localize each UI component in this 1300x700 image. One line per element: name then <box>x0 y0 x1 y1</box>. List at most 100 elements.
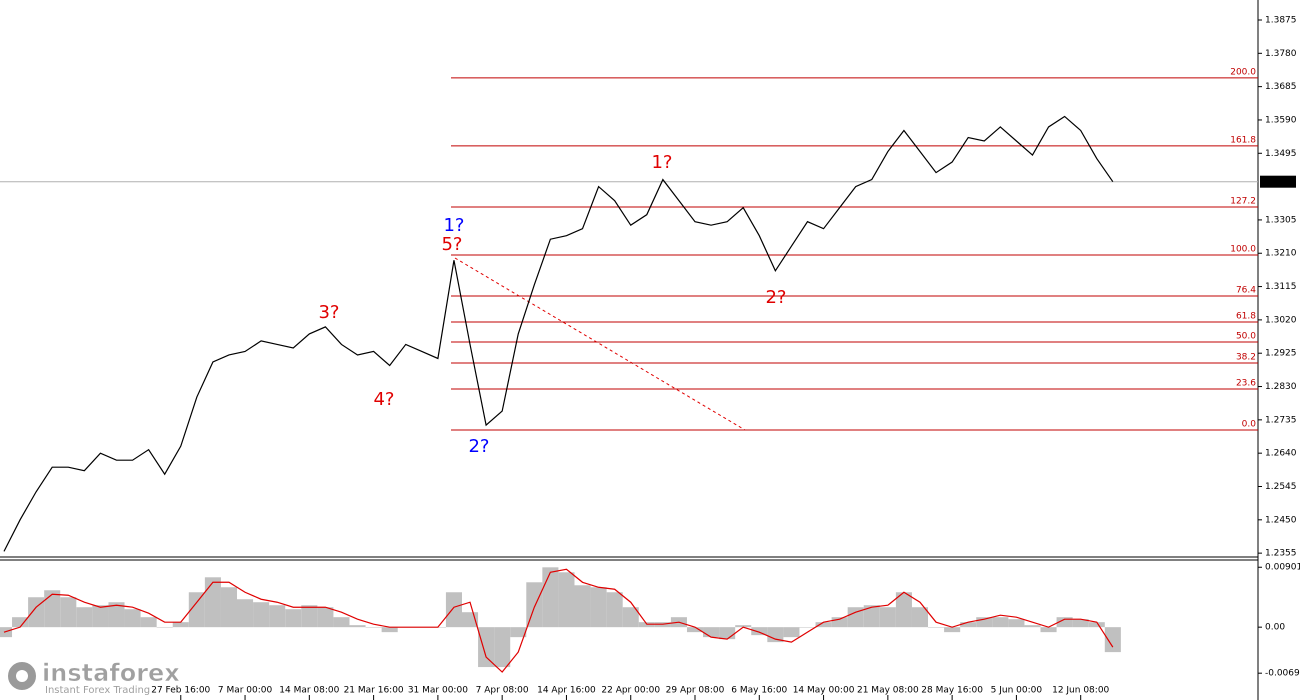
wave-label: 4? <box>373 389 394 410</box>
macd-bar <box>799 627 816 628</box>
macd-bar <box>526 582 543 628</box>
x-tick-label: 28 May 16:00 <box>921 686 983 696</box>
y-tick-label: 1.2450 <box>1265 515 1297 525</box>
wave-label: 1? <box>443 215 464 236</box>
macd-bar <box>767 627 784 643</box>
signal-line <box>3 568 1114 673</box>
macd-bar <box>445 592 462 628</box>
macd-bar <box>879 607 896 628</box>
macd-bar <box>590 587 607 628</box>
macd-bar <box>1056 617 1073 628</box>
macd-bar <box>976 617 993 628</box>
macd-bar <box>494 627 511 668</box>
x-tick-label: 21 May 08:00 <box>857 686 919 696</box>
x-tick-label: 14 Apr 16:00 <box>537 686 596 696</box>
fib-label: 127.2 <box>1230 196 1256 206</box>
x-tick-label: 7 Apr 08:00 <box>476 686 529 696</box>
current-price-label: 1.3414 <box>1263 177 1295 187</box>
macd-bar <box>478 627 495 668</box>
macd-bar <box>783 627 800 638</box>
macd-bar <box>1008 619 1025 628</box>
y-tick-label: 1.2735 <box>1265 415 1297 425</box>
x-tick-label: 14 Mar 08:00 <box>279 686 339 696</box>
macd-bar <box>992 617 1009 628</box>
y-tick-label: 1.3020 <box>1265 315 1297 325</box>
macd-bar <box>253 602 270 628</box>
macd-bar <box>204 577 221 628</box>
y-tick-label: 1.3210 <box>1265 249 1297 259</box>
y-tick-label: 1.2925 <box>1265 349 1297 359</box>
fib-label: 200.0 <box>1230 67 1256 77</box>
y-tick-label: 1.3875 <box>1265 15 1297 25</box>
fib-label: 100.0 <box>1230 244 1256 254</box>
wave-label: 1? <box>651 152 672 173</box>
x-tick-label: 29 Apr 08:00 <box>666 686 725 696</box>
current-price-box <box>1260 175 1296 188</box>
macd-bar <box>847 607 864 628</box>
macd-bar <box>831 617 848 628</box>
macd-bar <box>269 605 286 628</box>
macd-bar <box>1024 625 1041 628</box>
macd-bar <box>719 627 736 640</box>
y-tick-label: 1.2830 <box>1265 382 1297 392</box>
macd-bar <box>44 590 61 628</box>
macd-bar <box>928 627 945 628</box>
y-tick-label: 1.3115 <box>1265 282 1297 292</box>
macd-bar <box>76 607 93 628</box>
macd-bar <box>735 625 752 628</box>
y-tick-label: 1.3780 <box>1265 49 1297 59</box>
y-tick-label: 1.2355 <box>1265 549 1297 559</box>
macd-bar <box>1104 627 1121 653</box>
macd-bar <box>1072 619 1089 628</box>
x-tick-label: 7 Mar 00:00 <box>218 686 273 696</box>
macd-bar <box>188 592 205 628</box>
macd-bar <box>156 627 173 628</box>
logo-tagline: Instant Forex Trading <box>45 685 150 696</box>
macd-bar <box>686 627 704 633</box>
price-line <box>3 115 1114 552</box>
x-tick-label: 27 Feb 16:00 <box>151 686 210 696</box>
y-tick-label: 1.3495 <box>1265 149 1297 159</box>
macd-bar <box>285 609 302 628</box>
x-tick-label: 12 Jun 08:00 <box>1052 686 1109 696</box>
macd-bar <box>237 599 254 628</box>
y-tick-label: 1.3685 <box>1265 82 1297 92</box>
macd-bar <box>703 627 720 638</box>
y-tick-label: 0.00 <box>1265 623 1285 633</box>
y-tick-label: 1.3305 <box>1265 215 1297 225</box>
macd-bar <box>220 587 238 628</box>
macd-bar <box>301 605 318 628</box>
fib-label: 38.2 <box>1236 353 1256 363</box>
macd-bar <box>558 572 575 628</box>
macd-bar <box>333 617 350 628</box>
logo-name: instaforex <box>42 659 180 687</box>
y-tick-label: -0.00692 <box>1265 669 1300 679</box>
x-tick-label: 21 Mar 16:00 <box>344 686 404 696</box>
macd-bar <box>960 622 977 628</box>
macd-bar <box>944 627 961 633</box>
macd-bar <box>863 605 880 628</box>
fib-label: 50.0 <box>1236 331 1256 341</box>
fib-label: 76.4 <box>1236 286 1256 296</box>
macd-bar <box>349 625 366 628</box>
y-tick-label: 1.2545 <box>1265 482 1297 492</box>
macd-bar <box>381 627 398 633</box>
macd-bar <box>12 617 29 628</box>
x-tick-label: 22 Apr 00:00 <box>601 686 660 696</box>
trend-line <box>454 257 746 431</box>
macd-bar <box>1088 622 1105 628</box>
macd-bar <box>172 622 189 628</box>
fib-label: 161.8 <box>1230 135 1256 145</box>
macd-bar <box>911 607 929 628</box>
x-tick-label: 31 Mar 00:00 <box>408 686 468 696</box>
macd-bar <box>365 627 382 628</box>
macd-bar <box>542 567 559 628</box>
macd-bar <box>606 592 623 628</box>
logo: instaforex Instant Forex Trading <box>6 659 181 696</box>
wave-label: 3? <box>318 302 339 323</box>
wave-label: 2? <box>765 287 786 308</box>
x-tick-label: 6 May 16:00 <box>731 686 787 696</box>
macd-bar <box>574 585 591 628</box>
macd-bar <box>140 617 157 628</box>
